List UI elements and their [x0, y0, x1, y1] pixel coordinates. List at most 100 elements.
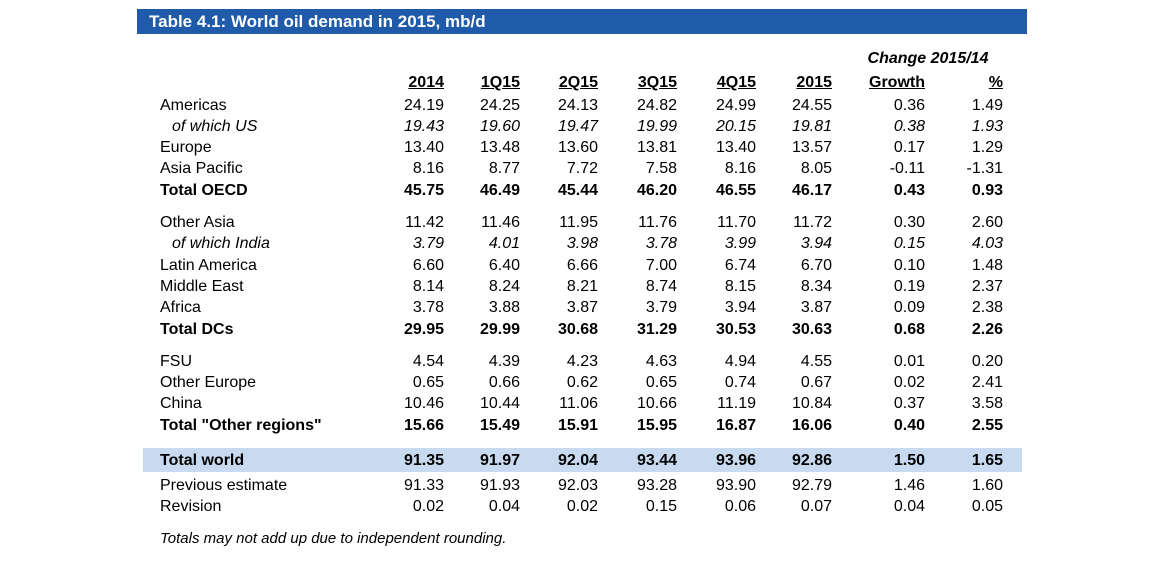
- table-cell: 0.06: [724, 498, 756, 515]
- row-label: Total DCs: [160, 321, 234, 338]
- table-cell: 30.68: [557, 321, 598, 338]
- row-label: FSU: [160, 353, 192, 370]
- change-header: Change 2015/14: [867, 50, 989, 67]
- table-cell: -0.11: [889, 160, 925, 177]
- table-cell: 13.48: [479, 139, 520, 156]
- table-cell: 1.49: [971, 97, 1003, 114]
- table-cell: 24.99: [715, 97, 756, 114]
- row-label: Other Asia: [160, 214, 235, 231]
- row-label: of which India: [172, 235, 270, 252]
- table-cell: 8.15: [724, 278, 756, 295]
- table-cell: 3.78: [412, 299, 444, 316]
- table-cell: 46.55: [715, 182, 756, 199]
- table-cell: 6.70: [800, 257, 832, 274]
- table-cell: 24.55: [791, 97, 832, 114]
- table-row: FSU 4.54 4.39 4.23 4.63 4.94 4.55 0.01 0.20: [0, 351, 1171, 372]
- table-cell: 19.81: [791, 118, 832, 135]
- table-cell: 3.98: [566, 235, 598, 252]
- table-cell: 4.03: [971, 235, 1003, 252]
- table-cell: 4.39: [488, 353, 520, 370]
- table-cell: 19.60: [479, 118, 520, 135]
- table-cell: 0.67: [800, 374, 832, 391]
- table-cell: 0.05: [971, 498, 1003, 515]
- table-cell: 11.42: [405, 214, 444, 231]
- table-cell: 0.65: [645, 374, 677, 391]
- table-cell: 0.07: [800, 498, 832, 515]
- table-cell: 0.02: [893, 374, 925, 391]
- table-cell: 3.88: [488, 299, 520, 316]
- row-label: Europe: [160, 139, 212, 156]
- table-cell: 3.87: [566, 299, 598, 316]
- row-label: Total "Other regions": [160, 417, 322, 434]
- table-row: Previous estimate 91.33 91.93 92.03 93.28 93.…: [0, 475, 1171, 496]
- table-cell: 30.53: [715, 321, 756, 338]
- table-cell: 8.16: [412, 160, 444, 177]
- table-row: of which India 3.79 4.01 3.98 3.78 3.99 3.94 0.…: [0, 233, 1171, 254]
- table-cell: 45.75: [403, 182, 444, 199]
- table-cell: 0.68: [893, 321, 925, 338]
- table-cell: 31.29: [636, 321, 677, 338]
- table-cell: 10.44: [479, 395, 520, 412]
- table-cell: 8.05: [800, 160, 832, 177]
- table-cell: 0.30: [893, 214, 925, 231]
- table-cell: 3.87: [800, 299, 832, 316]
- table-cell: 24.13: [557, 97, 598, 114]
- table-cell: 15.49: [479, 417, 520, 434]
- table-cell: 8.14: [412, 278, 444, 295]
- table-row: Other Europe 0.65 0.66 0.62 0.65 0.74 0.67 0.02…: [0, 372, 1171, 393]
- row-label: Total world: [160, 452, 245, 469]
- table-cell: 4.63: [645, 353, 677, 370]
- table-cell: 46.17: [791, 182, 832, 199]
- table-cell: 0.43: [893, 182, 925, 199]
- table-cell: 7.72: [566, 160, 598, 177]
- table-cell: 0.01: [893, 353, 925, 370]
- row-label: China: [160, 395, 202, 412]
- table-cell: 8.21: [566, 278, 598, 295]
- table-cell: 13.40: [715, 139, 756, 156]
- table-cell: 0.04: [488, 498, 520, 515]
- table-cell: 11.70: [717, 214, 756, 231]
- table-cell: 13.40: [403, 139, 444, 156]
- row-label: Latin America: [160, 257, 257, 274]
- table-cell: 15.91: [557, 417, 598, 434]
- table-cell: 0.62: [566, 374, 598, 391]
- table-cell: 0.17: [893, 139, 925, 156]
- table-cell: 13.57: [791, 139, 832, 156]
- column-header: 2014: [408, 74, 444, 91]
- row-label: Revision: [160, 498, 222, 515]
- table-cell: 1.29: [971, 139, 1003, 156]
- table-cell: 92.04: [557, 452, 598, 469]
- table-cell: 3.94: [724, 299, 756, 316]
- table-cell: 24.82: [636, 97, 677, 114]
- table-row: Total DCs 29.95 29.99 30.68 31.29 30.53 30.63 0…: [0, 319, 1171, 340]
- table-row: Total "Other regions" 15.66 15.49 15.91 15.9…: [0, 415, 1171, 436]
- row-label: Other Europe: [160, 374, 257, 391]
- table-row: Total OECD 45.75 46.49 45.44 46.20 46.55 46.17…: [0, 180, 1171, 201]
- table-cell: 93.28: [636, 477, 677, 494]
- row-label: Middle East: [160, 278, 244, 295]
- table-cell: 4.54: [412, 353, 444, 370]
- table-cell: 29.95: [403, 321, 444, 338]
- table-cell: 3.78: [645, 235, 677, 252]
- table-cell: 1.93: [971, 118, 1003, 135]
- table-cell: 11.95: [559, 214, 598, 231]
- table-cell: 92.03: [557, 477, 598, 494]
- table-cell: 3.79: [412, 235, 444, 252]
- table-cell: 93.96: [715, 452, 756, 469]
- table-cell: 13.60: [557, 139, 598, 156]
- table-cell: 10.46: [403, 395, 444, 412]
- table-cell: 2.26: [971, 321, 1003, 338]
- table-row: Revision 0.02 0.04 0.02 0.15 0.06 0.07 0.04 0.05: [0, 496, 1171, 517]
- table-cell: 7.58: [645, 160, 677, 177]
- table-cell: 4.55: [800, 353, 832, 370]
- table-cell: 2.37: [971, 278, 1003, 295]
- table-cell: 11.19: [717, 395, 756, 412]
- table-cell: 1.65: [971, 452, 1003, 469]
- row-label: Previous estimate: [160, 477, 288, 494]
- table-cell: 0.19: [893, 278, 925, 295]
- column-header: Growth: [869, 74, 925, 91]
- table-cell: 1.60: [971, 477, 1003, 494]
- table-row: Europe 13.40 13.48 13.60 13.81 13.40 13.57 0.17…: [0, 137, 1171, 158]
- table-cell: 4.94: [724, 353, 756, 370]
- table-cell: 11.76: [638, 214, 677, 231]
